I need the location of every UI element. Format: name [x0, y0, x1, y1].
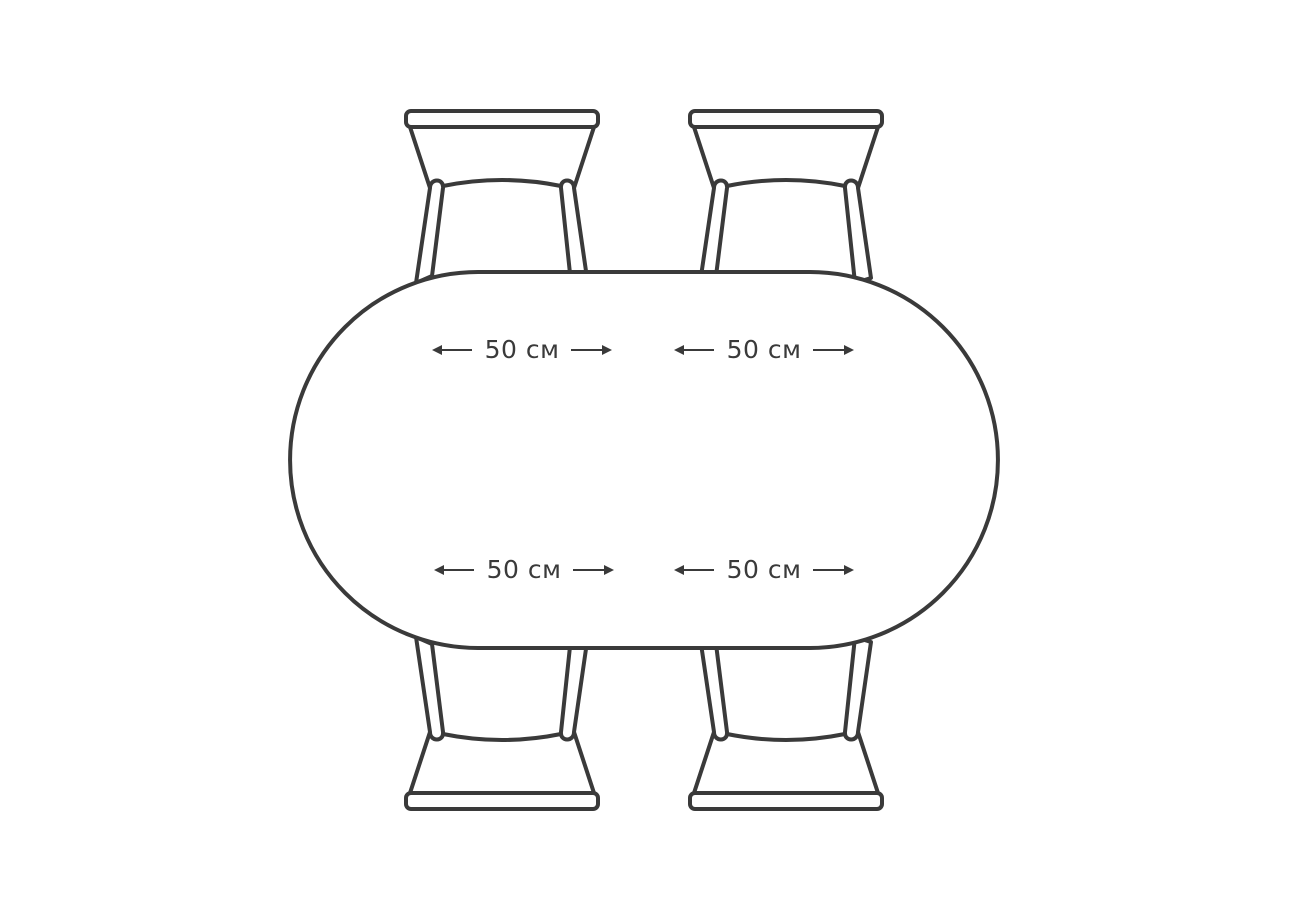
dimension-label: 50 см	[485, 335, 560, 364]
chair-bottom-right	[688, 635, 884, 811]
dimension-label: 50 см	[727, 335, 802, 364]
dimension-bottom-left: 50 см	[434, 555, 614, 584]
chair-top-right	[688, 109, 884, 285]
dimension-top-left: 50 см	[432, 335, 612, 364]
dimension-bottom-right: 50 см	[674, 555, 854, 584]
table-top	[288, 270, 1000, 650]
dimension-label: 50 см	[487, 555, 562, 584]
dimension-top-right: 50 см	[674, 335, 854, 364]
chair-bottom-left	[404, 635, 600, 811]
chair-top-left	[404, 109, 600, 285]
dimension-label: 50 см	[727, 555, 802, 584]
